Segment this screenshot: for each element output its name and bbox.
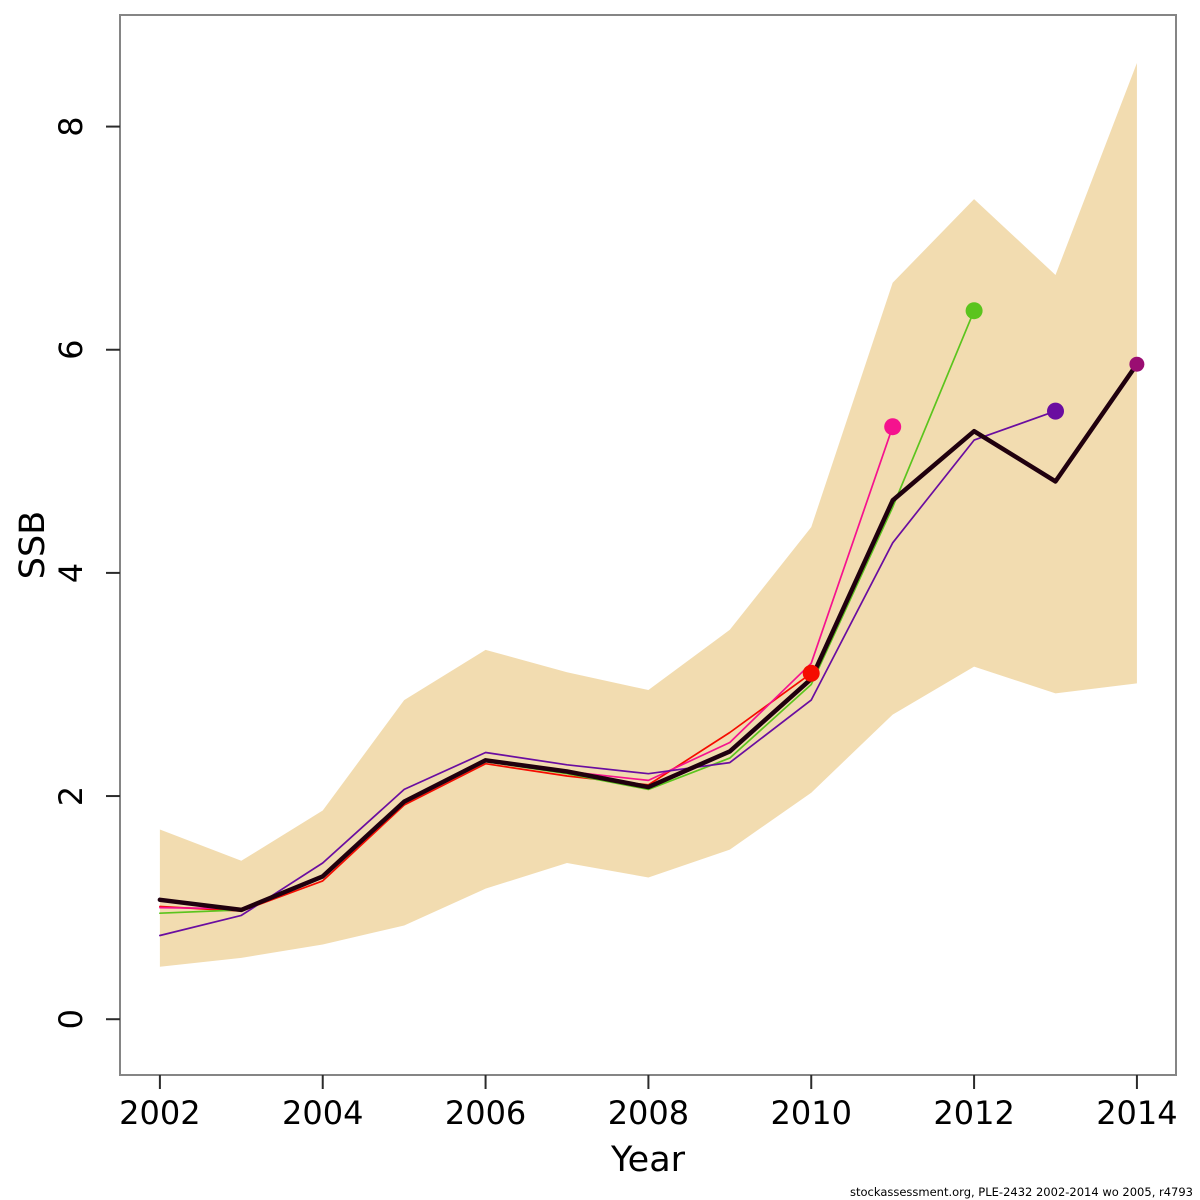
x-tick-label: 2006 [445,1094,526,1132]
y-tick-label: 0 [52,1009,90,1029]
x-tick-label: 2008 [608,1094,689,1132]
end-dot-retro-2013 [1047,402,1064,420]
x-tick-label: 2012 [933,1094,1014,1132]
series-line-final-run [157,361,1140,913]
y-tick-label: 2 [52,786,90,806]
y-axis-title: SSB [13,511,53,579]
x-tick-label: 2002 [119,1094,200,1132]
confidence-band [159,62,1137,967]
x-tick-label: 2004 [282,1094,363,1132]
x-tick-label: 2014 [1096,1094,1177,1132]
x-axis-title: Year [610,1140,686,1180]
x-tick-label: 2010 [771,1094,852,1132]
series-line-retro-2013 [159,410,1057,937]
end-dot-retro-2012 [965,302,983,320]
end-dot-retro-2010 [802,664,820,682]
end-dot-retro-2011 [884,418,902,436]
end-dot-final-run [1129,356,1145,372]
y-tick-label: 4 [52,563,90,583]
y-tick-label: 8 [52,116,90,136]
plot-caption: stockassessment.org, PLE-2432 2002-2014 … [850,1185,1193,1199]
y-tick-label: 6 [52,340,90,360]
